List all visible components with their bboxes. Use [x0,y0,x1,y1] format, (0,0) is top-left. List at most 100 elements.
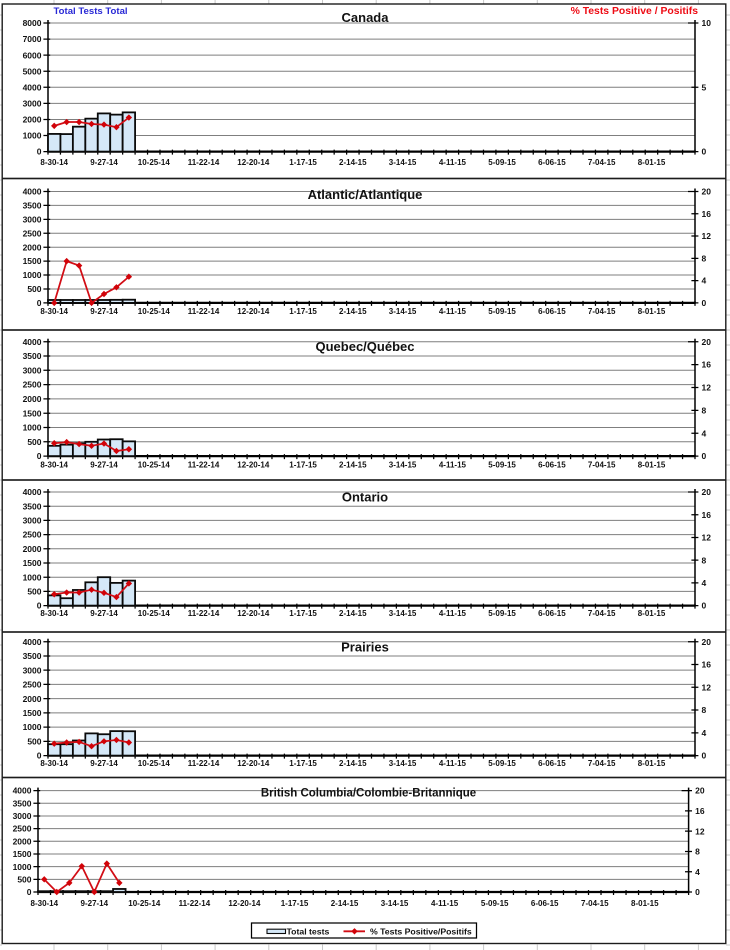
svg-text:5-09-15: 5-09-15 [481,899,509,908]
svg-text:12-20-14: 12-20-14 [237,759,270,768]
svg-text:8-01-15: 8-01-15 [638,461,666,470]
svg-text:5-09-15: 5-09-15 [488,759,516,768]
svg-text:500: 500 [27,587,41,597]
svg-text:16: 16 [702,510,712,520]
svg-text:12-20-14: 12-20-14 [237,158,270,167]
svg-text:12-20-14: 12-20-14 [237,461,270,470]
svg-text:8-01-15: 8-01-15 [638,307,666,316]
svg-text:1000: 1000 [23,131,42,141]
svg-text:5-09-15: 5-09-15 [488,307,516,316]
svg-text:7-04-15: 7-04-15 [588,759,616,768]
svg-text:2000: 2000 [23,242,42,252]
svg-text:4: 4 [702,728,707,738]
svg-text:5-09-15: 5-09-15 [488,158,516,167]
svg-text:10: 10 [702,18,712,28]
svg-text:2-14-15: 2-14-15 [339,759,367,768]
svg-text:8: 8 [702,705,707,715]
svg-text:4-11-15: 4-11-15 [439,307,467,316]
svg-text:2000: 2000 [23,394,42,404]
svg-text:Total Tests Total: Total Tests Total [54,6,128,17]
svg-text:4-11-15: 4-11-15 [439,158,467,167]
svg-text:500: 500 [17,874,31,884]
svg-text:8-30-14: 8-30-14 [40,158,68,167]
svg-text:9-27-14: 9-27-14 [81,899,109,908]
svg-text:20: 20 [702,637,712,647]
svg-text:500: 500 [27,736,41,746]
svg-text:2500: 2500 [23,680,42,690]
svg-text:1000: 1000 [23,722,42,732]
svg-text:8: 8 [702,405,707,415]
svg-text:20: 20 [702,487,712,497]
svg-text:4: 4 [702,276,707,286]
svg-text:8-30-14: 8-30-14 [40,461,68,470]
svg-text:8000: 8000 [23,18,42,28]
svg-text:5-09-15: 5-09-15 [488,461,516,470]
svg-text:3000: 3000 [23,516,42,526]
svg-text:8-01-15: 8-01-15 [638,158,666,167]
svg-text:12-20-14: 12-20-14 [237,609,270,618]
svg-text:3500: 3500 [23,651,42,661]
svg-text:1000: 1000 [23,270,42,280]
svg-text:Prairies: Prairies [341,640,389,655]
svg-text:4000: 4000 [23,487,42,497]
svg-text:Atlantic/Atlantique: Atlantic/Atlantique [308,187,423,202]
svg-text:500: 500 [27,284,41,294]
svg-text:9-27-14: 9-27-14 [90,759,118,768]
svg-text:12: 12 [702,231,712,241]
svg-text:Quebec/Québec: Quebec/Québec [316,339,415,354]
svg-text:8: 8 [695,847,700,857]
svg-text:8: 8 [702,555,707,565]
svg-text:2000: 2000 [23,544,42,554]
svg-text:9-27-14: 9-27-14 [90,307,118,316]
svg-text:2500: 2500 [23,530,42,540]
svg-text:6-06-15: 6-06-15 [538,158,566,167]
svg-text:3000: 3000 [23,214,42,224]
svg-text:9-27-14: 9-27-14 [90,158,118,167]
svg-text:4-11-15: 4-11-15 [431,899,459,908]
svg-text:12-20-14: 12-20-14 [237,307,270,316]
svg-text:8-30-14: 8-30-14 [40,759,68,768]
svg-text:4: 4 [702,578,707,588]
svg-text:1-17-15: 1-17-15 [289,307,317,316]
svg-text:3-14-15: 3-14-15 [381,899,409,908]
svg-text:4000: 4000 [13,786,32,796]
svg-text:11-22-14: 11-22-14 [188,158,220,167]
svg-text:20: 20 [702,337,712,347]
svg-text:0: 0 [37,751,42,761]
svg-text:4-11-15: 4-11-15 [439,759,467,768]
svg-text:8-01-15: 8-01-15 [631,899,659,908]
svg-text:1-17-15: 1-17-15 [289,759,317,768]
svg-text:2000: 2000 [23,115,42,125]
svg-text:4: 4 [695,867,700,877]
svg-text:20: 20 [702,187,712,197]
svg-text:3500: 3500 [23,201,42,211]
svg-text:12-20-14: 12-20-14 [228,899,261,908]
svg-text:10-25-14: 10-25-14 [138,158,171,167]
svg-text:2500: 2500 [23,228,42,238]
svg-text:8-30-14: 8-30-14 [31,899,59,908]
svg-text:2500: 2500 [23,380,42,390]
svg-text:20: 20 [695,786,705,796]
svg-text:1000: 1000 [23,423,42,433]
svg-text:500: 500 [27,437,41,447]
svg-text:3000: 3000 [13,811,32,821]
svg-text:8-30-14: 8-30-14 [40,609,68,618]
svg-text:1500: 1500 [23,256,42,266]
svg-text:Ontario: Ontario [342,490,388,505]
svg-text:6-06-15: 6-06-15 [538,307,566,316]
svg-text:0: 0 [37,601,42,611]
svg-text:16: 16 [702,209,712,219]
svg-text:3000: 3000 [23,98,42,108]
svg-text:2000: 2000 [23,694,42,704]
svg-text:10-25-14: 10-25-14 [138,759,171,768]
svg-text:12: 12 [695,826,705,836]
svg-text:6-06-15: 6-06-15 [538,759,566,768]
svg-text:0: 0 [702,601,707,611]
svg-text:1500: 1500 [23,708,42,718]
svg-text:6000: 6000 [23,50,42,60]
svg-text:% Tests Positive / Positifs: % Tests Positive / Positifs [571,6,699,17]
svg-text:16: 16 [702,360,712,370]
svg-text:3-14-15: 3-14-15 [389,609,417,618]
svg-text:2-14-15: 2-14-15 [339,307,367,316]
svg-text:11-22-14: 11-22-14 [188,461,220,470]
